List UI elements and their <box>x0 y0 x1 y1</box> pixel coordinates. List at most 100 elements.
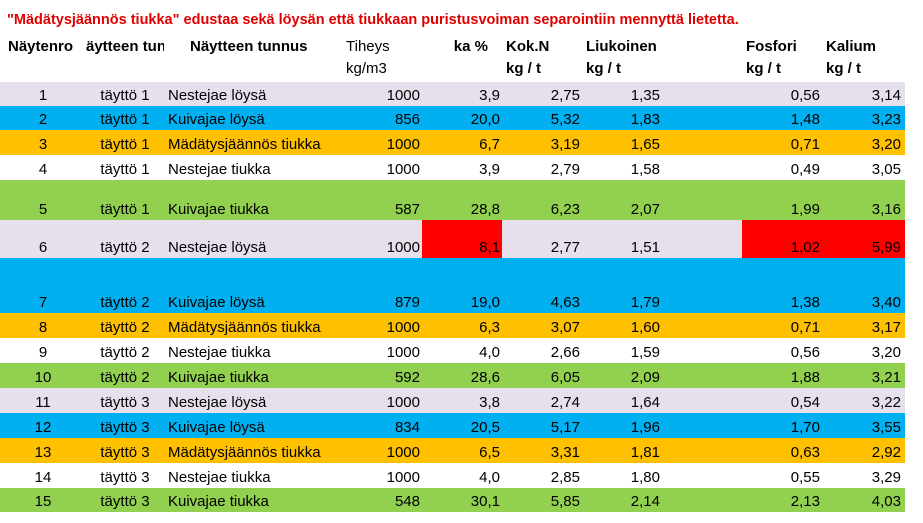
cell-tayttö[interactable]: täyttö 3 <box>100 469 150 486</box>
cell-nro[interactable]: 7 <box>38 294 48 311</box>
cell-kokn[interactable]: 6,23 <box>550 201 580 218</box>
cell-fosfori[interactable]: 0,56 <box>790 87 820 104</box>
cell-ka[interactable]: 6,5 <box>479 444 500 461</box>
cell-fosfori[interactable]: 1,48 <box>790 111 820 128</box>
cell-nro[interactable]: 14 <box>34 469 52 486</box>
header-liukn[interactable]: Liukoinen N <box>586 38 662 55</box>
cell-nro[interactable]: 1 <box>38 87 48 104</box>
cell-nro[interactable]: 3 <box>38 136 48 153</box>
header-kokn[interactable]: Kok.N <box>506 38 550 55</box>
cell-ka[interactable]: 3,9 <box>479 87 500 104</box>
cell-kokn[interactable]: 3,19 <box>550 136 580 153</box>
cell-tiheys[interactable]: 1000 <box>386 161 420 178</box>
cell-liukn[interactable]: 2,14 <box>630 493 660 510</box>
cell-kalium[interactable]: 3,20 <box>871 344 901 361</box>
cell-tiheys[interactable]: 856 <box>394 111 420 128</box>
cell-tiheys[interactable]: 1000 <box>386 239 420 256</box>
cell-nro[interactable]: 11 <box>35 394 51 411</box>
cell-tayttö[interactable]: täyttö 1 <box>100 87 150 104</box>
cell-tunnus[interactable]: Nestejae löysä <box>168 87 267 104</box>
cell-kalium[interactable]: 3,14 <box>871 87 901 104</box>
cell-tiheys[interactable]: 879 <box>394 294 420 311</box>
cell-tayttö[interactable]: täyttö 1 <box>100 161 150 178</box>
cell-liukn[interactable]: 1,64 <box>630 394 660 411</box>
cell-kokn[interactable]: 5,85 <box>550 493 580 510</box>
table-row[interactable]: 15 täyttö 3 Kuivajae tiukka 548 30,1 5,85 2,14… <box>0 488 905 512</box>
cell-ka[interactable]: 3,9 <box>479 161 500 178</box>
cell-kokn[interactable]: 3,07 <box>550 319 580 336</box>
cell-liukn[interactable]: 1,79 <box>630 294 660 311</box>
cell-kalium[interactable]: 3,16 <box>871 201 901 218</box>
cell-fosfori[interactable]: 1,88 <box>790 369 820 386</box>
cell-kokn[interactable]: 2,75 <box>550 87 580 104</box>
cell-liukn[interactable]: 1,51 <box>630 239 660 256</box>
table-row[interactable]: 10 täyttö 2 Kuivajae tiukka 592 28,6 6,05 2,09… <box>0 363 905 388</box>
cell-kokn[interactable]: 3,31 <box>550 444 580 461</box>
cell-fosfori[interactable]: 1,02 <box>742 220 822 258</box>
cell-tiheys[interactable]: 1000 <box>386 344 420 361</box>
cell-tunnus[interactable]: Nestejae tiukka <box>168 161 271 178</box>
cell-liukn[interactable]: 2,09 <box>630 369 660 386</box>
cell-liukn[interactable]: 2,07 <box>630 201 660 218</box>
header-tunnus[interactable]: Näytteen tunnus <box>190 38 308 55</box>
cell-ka[interactable]: 8,1 <box>422 220 502 258</box>
cell-tunnus[interactable]: Kuivajae löysä <box>168 294 265 311</box>
cell-tunnus[interactable]: Kuivajae tiukka <box>168 201 269 218</box>
cell-tiheys[interactable]: 1000 <box>386 444 420 461</box>
header-ka[interactable]: ka % <box>453 38 488 55</box>
header-kalium[interactable]: Kalium <box>826 38 877 55</box>
cell-tayttö[interactable]: täyttö 1 <box>100 111 150 128</box>
cell-liukn[interactable]: 1,59 <box>630 344 660 361</box>
table-row[interactable]: 9 täyttö 2 Nestejae tiukka 1000 4,0 2,66 1,59 0… <box>0 338 905 363</box>
cell-kalium[interactable]: 3,23 <box>871 111 901 128</box>
cell-tayttö[interactable]: täyttö 2 <box>100 369 150 386</box>
cell-nro[interactable]: 5 <box>38 201 48 218</box>
cell-kokn[interactable]: 2,79 <box>550 161 580 178</box>
cell-kalium[interactable]: 3,20 <box>871 136 901 153</box>
cell-fosfori[interactable]: 1,99 <box>790 201 820 218</box>
cell-tunnus[interactable]: Kuivajae löysä <box>168 419 265 436</box>
cell-kokn[interactable]: 2,85 <box>550 469 580 486</box>
cell-tiheys[interactable]: 1000 <box>386 87 420 104</box>
cell-fosfori[interactable]: 1,70 <box>790 419 820 436</box>
cell-tiheys[interactable]: 592 <box>394 369 420 386</box>
cell-liukn[interactable]: 1,96 <box>630 419 660 436</box>
cell-tiheys[interactable]: 1000 <box>386 136 420 153</box>
header-tunnus-truncated[interactable]: äytteen tunni <box>86 38 164 55</box>
cell-ka[interactable]: 28,6 <box>470 369 500 386</box>
header-nro[interactable]: Näytenro <box>8 38 74 55</box>
cell-ka[interactable]: 20,5 <box>470 419 500 436</box>
cell-tayttö[interactable]: täyttö 3 <box>100 444 150 461</box>
cell-kokn[interactable]: 2,77 <box>550 239 580 256</box>
table-row[interactable]: 12 täyttö 3 Kuivajae löysä 834 20,5 5,17 1,96 1… <box>0 413 905 438</box>
cell-kalium[interactable]: 5,99 <box>822 220 905 258</box>
cell-tiheys[interactable]: 587 <box>394 201 420 218</box>
cell-fosfori[interactable]: 0,71 <box>790 136 820 153</box>
cell-nro[interactable]: 12 <box>34 419 52 436</box>
cell-kokn[interactable]: 5,17 <box>550 419 580 436</box>
table-row[interactable]: 3 täyttö 1 Mädätysjäännös tiukka 1000 6,7 3,1… <box>0 130 905 155</box>
cell-liukn[interactable]: 1,58 <box>630 161 660 178</box>
header-tiheys[interactable]: Tiheys <box>346 38 390 55</box>
cell-kalium[interactable]: 3,40 <box>871 294 901 311</box>
cell-tunnus[interactable]: Nestejae löysä <box>168 239 267 256</box>
table-row[interactable]: 4 täyttö 1 Nestejae tiukka 1000 3,9 2,79 1,58 0… <box>0 155 905 180</box>
cell-fosfori[interactable]: 2,13 <box>790 493 820 510</box>
cell-fosfori[interactable]: 0,63 <box>790 444 820 461</box>
table-row[interactable]: 7 täyttö 2 Kuivajae löysä 879 19,0 4,63 1,79 1,… <box>0 258 905 313</box>
cell-tunnus[interactable]: Nestejae löysä <box>168 394 267 411</box>
cell-tayttö[interactable]: täyttö 2 <box>100 344 150 361</box>
cell-fosfori[interactable]: 1,38 <box>790 294 820 311</box>
cell-tayttö[interactable]: täyttö 1 <box>100 201 150 218</box>
cell-kalium[interactable]: 3,17 <box>871 319 901 336</box>
table-row[interactable]: 5 täyttö 1 Kuivajae tiukka 587 28,8 6,23 2,07 1… <box>0 180 905 220</box>
cell-liukn[interactable]: 1,83 <box>630 111 660 128</box>
cell-tiheys[interactable]: 1000 <box>386 319 420 336</box>
table-row[interactable]: 2 täyttö 1 Kuivajae löysä 856 20,0 5,32 1,83 1,… <box>0 106 905 130</box>
cell-fosfori[interactable]: 0,56 <box>790 344 820 361</box>
cell-tayttö[interactable]: täyttö 3 <box>100 493 150 510</box>
cell-ka[interactable]: 6,3 <box>479 319 500 336</box>
cell-kokn[interactable]: 6,05 <box>550 369 580 386</box>
cell-tayttö[interactable]: täyttö 3 <box>100 394 150 411</box>
cell-ka[interactable]: 4,0 <box>479 469 500 486</box>
